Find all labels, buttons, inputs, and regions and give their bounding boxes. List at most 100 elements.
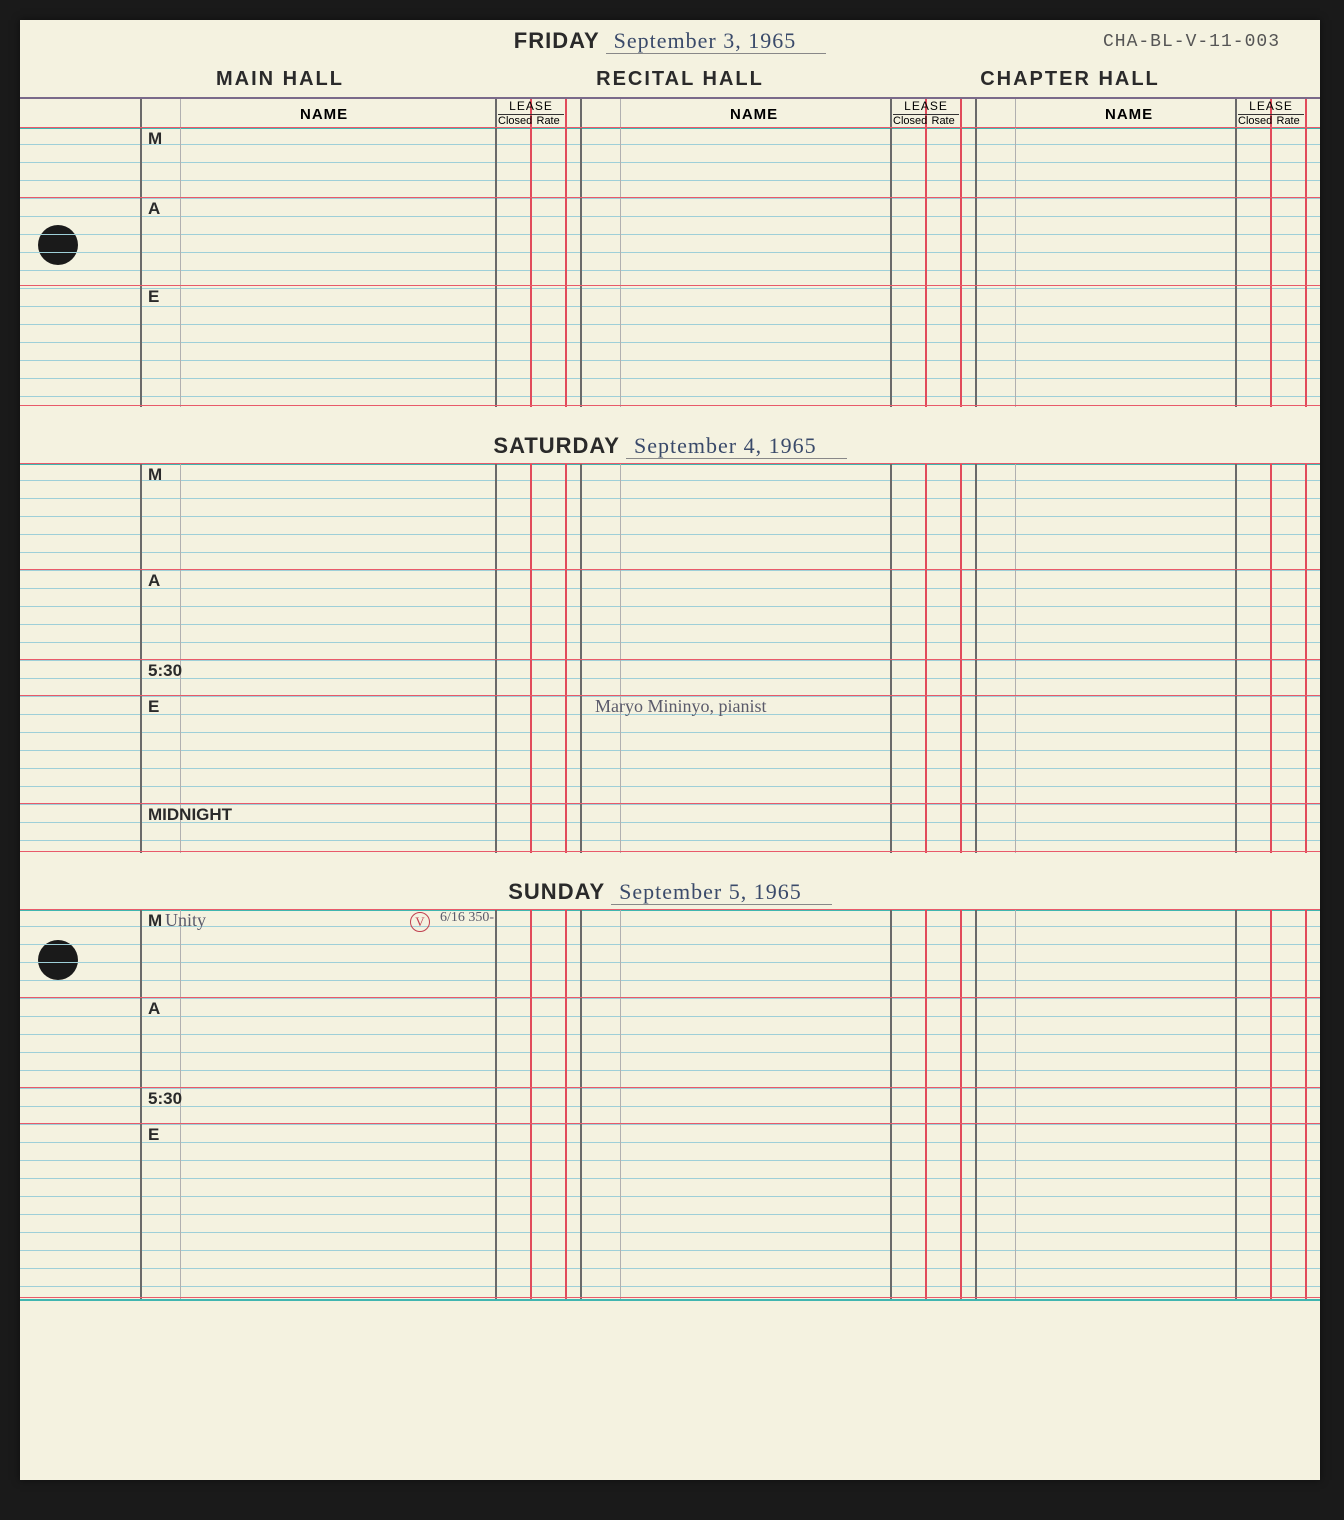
column-lease-group: LEASEClosedRate: [1238, 99, 1304, 129]
closed-label: Closed: [498, 115, 532, 127]
day-section: SUNDAYSeptember 5, 1965MA5:30EUnityV6/16…: [20, 871, 1320, 1299]
column-rule: [530, 909, 532, 1299]
time-row-label: M: [148, 129, 162, 149]
red-rule: [20, 997, 1320, 998]
column-rule: [975, 463, 977, 853]
column-rule: [1015, 99, 1016, 127]
red-rule: [20, 197, 1320, 198]
day-header: SATURDAYSeptember 4, 1965: [20, 425, 1320, 463]
rate-label: Rate: [1272, 115, 1304, 127]
column-rule: [495, 909, 497, 1299]
column-rule: [565, 99, 567, 127]
time-row-label: 5:30: [148, 1089, 182, 1109]
column-rule: [960, 99, 962, 127]
time-row-label: E: [148, 697, 159, 717]
column-rule: [1235, 909, 1237, 1299]
time-row-label: E: [148, 1125, 159, 1145]
column-rule: [620, 909, 621, 1299]
lease-label: LEASE: [893, 99, 959, 115]
day-date: September 3, 1965: [606, 28, 827, 54]
column-rule: [925, 463, 927, 853]
column-rule: [1015, 463, 1016, 853]
column-rule: [975, 99, 977, 127]
column-rule: [620, 127, 621, 407]
column-rule: [580, 99, 582, 127]
handwritten-entry: Unity: [165, 910, 206, 931]
closed-label: Closed: [893, 115, 927, 127]
ruled-background: [20, 127, 1320, 407]
rate-label: Rate: [532, 115, 564, 127]
column-rule: [140, 909, 142, 1299]
red-rule: [20, 851, 1320, 852]
column-rule: [960, 909, 962, 1299]
day-header: SUNDAYSeptember 5, 1965: [20, 871, 1320, 909]
column-rule: [890, 909, 892, 1299]
handwritten-entry: Maryo Mininyo, pianist: [595, 696, 767, 717]
check-circle-icon: V: [410, 912, 430, 932]
day-date: September 5, 1965: [611, 879, 832, 905]
column-rule: [1235, 463, 1237, 853]
column-lease-group: LEASEClosedRate: [893, 99, 959, 129]
column-rule: [180, 99, 181, 127]
time-row-label: A: [148, 999, 160, 1019]
column-rule: [495, 99, 497, 127]
column-rule: [1305, 99, 1307, 127]
column-rule: [1235, 127, 1237, 407]
column-name-label: NAME: [730, 106, 778, 123]
column-rule: [1270, 127, 1272, 407]
teal-rule: [20, 1299, 1320, 1301]
column-rule: [580, 127, 582, 407]
column-name-label: NAME: [1105, 106, 1153, 123]
column-rule: [1305, 909, 1307, 1299]
column-rule: [925, 909, 927, 1299]
day-label: SATURDAY: [493, 433, 620, 458]
red-rule: [20, 659, 1320, 660]
day-grid: MA5:30EUnityV6/16 350-: [20, 909, 1320, 1299]
column-rule: [620, 463, 621, 853]
day-section: FRIDAYSeptember 3, 1965 MAIN HALLRECITAL …: [20, 20, 1320, 425]
column-rule: [495, 127, 497, 407]
column-rule: [1270, 909, 1272, 1299]
red-rule: [20, 1123, 1320, 1124]
red-rule: [20, 285, 1320, 286]
day-section: SATURDAYSeptember 4, 1965MA5:30EMIDNIGHT…: [20, 425, 1320, 871]
column-rule: [975, 909, 977, 1299]
hall-recital-label: RECITAL HALL: [480, 68, 880, 91]
hall-chapter-label: CHAPTER HALL: [880, 68, 1260, 91]
red-rule: [20, 405, 1320, 406]
column-rule: [925, 127, 927, 407]
section-gap: [20, 853, 1320, 871]
time-row-label: A: [148, 199, 160, 219]
column-name-label: NAME: [300, 106, 348, 123]
column-rule: [580, 463, 582, 853]
column-rule: [1015, 127, 1016, 407]
column-header-row: NAMENAMENAMELEASEClosedRateLEASEClosedRa…: [20, 97, 1320, 127]
day-label: SUNDAY: [508, 879, 605, 904]
time-row-label: MIDNIGHT: [148, 805, 232, 825]
red-rule: [20, 127, 1320, 128]
column-rule: [180, 127, 181, 407]
column-rule: [530, 127, 532, 407]
column-rule: [890, 99, 892, 127]
day-grid: M A E: [20, 127, 1320, 407]
rate-label: Rate: [927, 115, 959, 127]
ruled-background: [20, 463, 1320, 853]
day-grid: MA5:30EMIDNIGHTMaryo Mininyo, pianist: [20, 463, 1320, 853]
column-rule: [975, 127, 977, 407]
column-rule: [620, 99, 621, 127]
day-label: FRIDAY: [514, 28, 600, 53]
lease-label: LEASE: [1238, 99, 1304, 115]
red-rule: [20, 909, 1320, 910]
hall-labels-row: MAIN HALLRECITAL HALLCHAPTER HALL: [20, 58, 1320, 97]
column-rule: [565, 463, 567, 853]
section-gap: [20, 407, 1320, 425]
red-rule: [20, 1297, 1320, 1298]
column-rule: [890, 463, 892, 853]
hall-main-label: MAIN HALL: [20, 68, 480, 91]
column-rule: [1015, 909, 1016, 1299]
column-rule: [565, 127, 567, 407]
column-rule: [180, 463, 181, 853]
time-row-label: E: [148, 287, 159, 307]
column-rule: [580, 909, 582, 1299]
column-rule: [960, 463, 962, 853]
